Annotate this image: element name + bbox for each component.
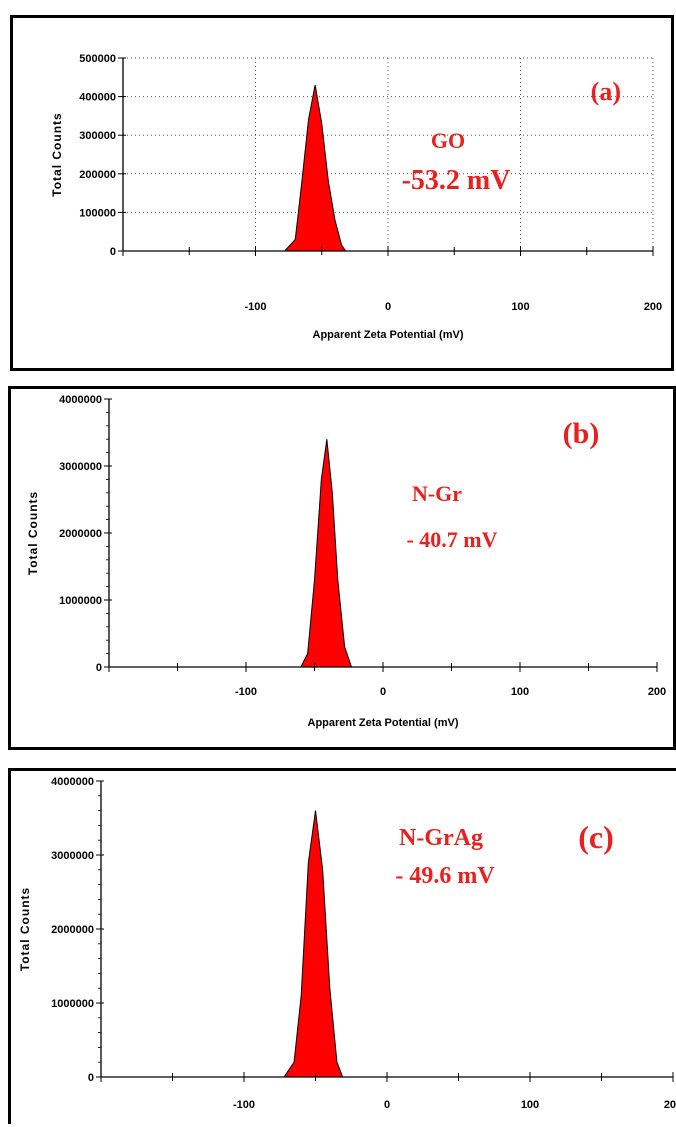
zeta-value-label: - 49.6 mV <box>395 863 495 889</box>
y-tick-label: 100000 <box>79 207 116 219</box>
y-tick-label: 2000000 <box>51 924 94 936</box>
chart-c-svg: -100 0 100 200 0 1000000 2000000 3000000 4000000… <box>18 776 676 1111</box>
panel-label: (b) <box>563 417 600 450</box>
y-tick-label: 0 <box>96 662 102 674</box>
peak-area-b <box>299 439 353 668</box>
x-tick-label: 0 <box>385 301 391 313</box>
x-tick-label: -100 <box>233 1099 255 1111</box>
y-axis-title: Total Counts <box>50 112 64 196</box>
x-tick-label: -100 <box>235 686 257 698</box>
y-tick-label: 4000000 <box>59 394 102 406</box>
y-axis-title: Total Counts <box>18 887 32 971</box>
y-tick-label: 200000 <box>79 169 116 181</box>
panel-label: (a) <box>591 77 621 106</box>
y-tick-label: 3000000 <box>51 850 94 862</box>
y-tick-label: 1000000 <box>59 595 102 607</box>
y-tick-label: 1000000 <box>51 998 94 1010</box>
x-tick-label: 100 <box>511 686 529 698</box>
x-axis-title: Apparent Zeta Potential (mV) <box>313 329 464 341</box>
chart-a-svg: -100 0 100 200 0 100000 200000 300000 400000 5000… <box>50 53 662 341</box>
x-tick-label: -100 <box>244 301 266 313</box>
peak-area-a <box>283 84 347 252</box>
y-tick-label: 2000000 <box>59 528 102 540</box>
y-tick-label: 400000 <box>79 92 116 104</box>
y-tick-label: 4000000 <box>51 776 94 788</box>
zeta-value-label: - 40.7 mV <box>406 527 497 552</box>
chart-b-svg: -100 0 100 200 0 1000000 2000000 3000000 4000000… <box>26 394 666 729</box>
x-tick-label: 100 <box>521 1099 539 1111</box>
y-tick-label: 0 <box>88 1072 94 1084</box>
zeta-value-label: -53.2 mV <box>402 165 511 196</box>
y-tick-label: 0 <box>110 246 116 258</box>
y-tick-label: 500000 <box>79 53 116 65</box>
sample-label: N-Gr <box>412 481 462 506</box>
x-tick-label: 0 <box>380 686 386 698</box>
y-axis-title: Total Counts <box>26 491 40 575</box>
x-axis-title: Apparent Zeta Potential (mV) <box>308 717 459 729</box>
chart-panel-a: -100 0 100 200 0 100000 200000 300000 400000 5000… <box>10 15 674 371</box>
panel-label: (c) <box>578 819 614 855</box>
peak-area-c <box>283 810 344 1078</box>
x-tick-label: 200 <box>664 1099 676 1111</box>
x-tick-label: 100 <box>511 301 529 313</box>
sample-label: N-GrAg <box>399 825 483 851</box>
x-tick-label: 0 <box>384 1099 390 1111</box>
sample-label: GO <box>431 128 465 153</box>
y-tick-label: 3000000 <box>59 461 102 473</box>
x-tick-label: 200 <box>648 686 666 698</box>
chart-panel-b: -100 0 100 200 0 1000000 2000000 3000000 4000000… <box>8 386 676 750</box>
chart-panel-c: -100 0 100 200 0 1000000 2000000 3000000 4000000… <box>8 768 676 1124</box>
x-tick-label: 200 <box>644 301 662 313</box>
y-tick-label: 300000 <box>79 130 116 142</box>
